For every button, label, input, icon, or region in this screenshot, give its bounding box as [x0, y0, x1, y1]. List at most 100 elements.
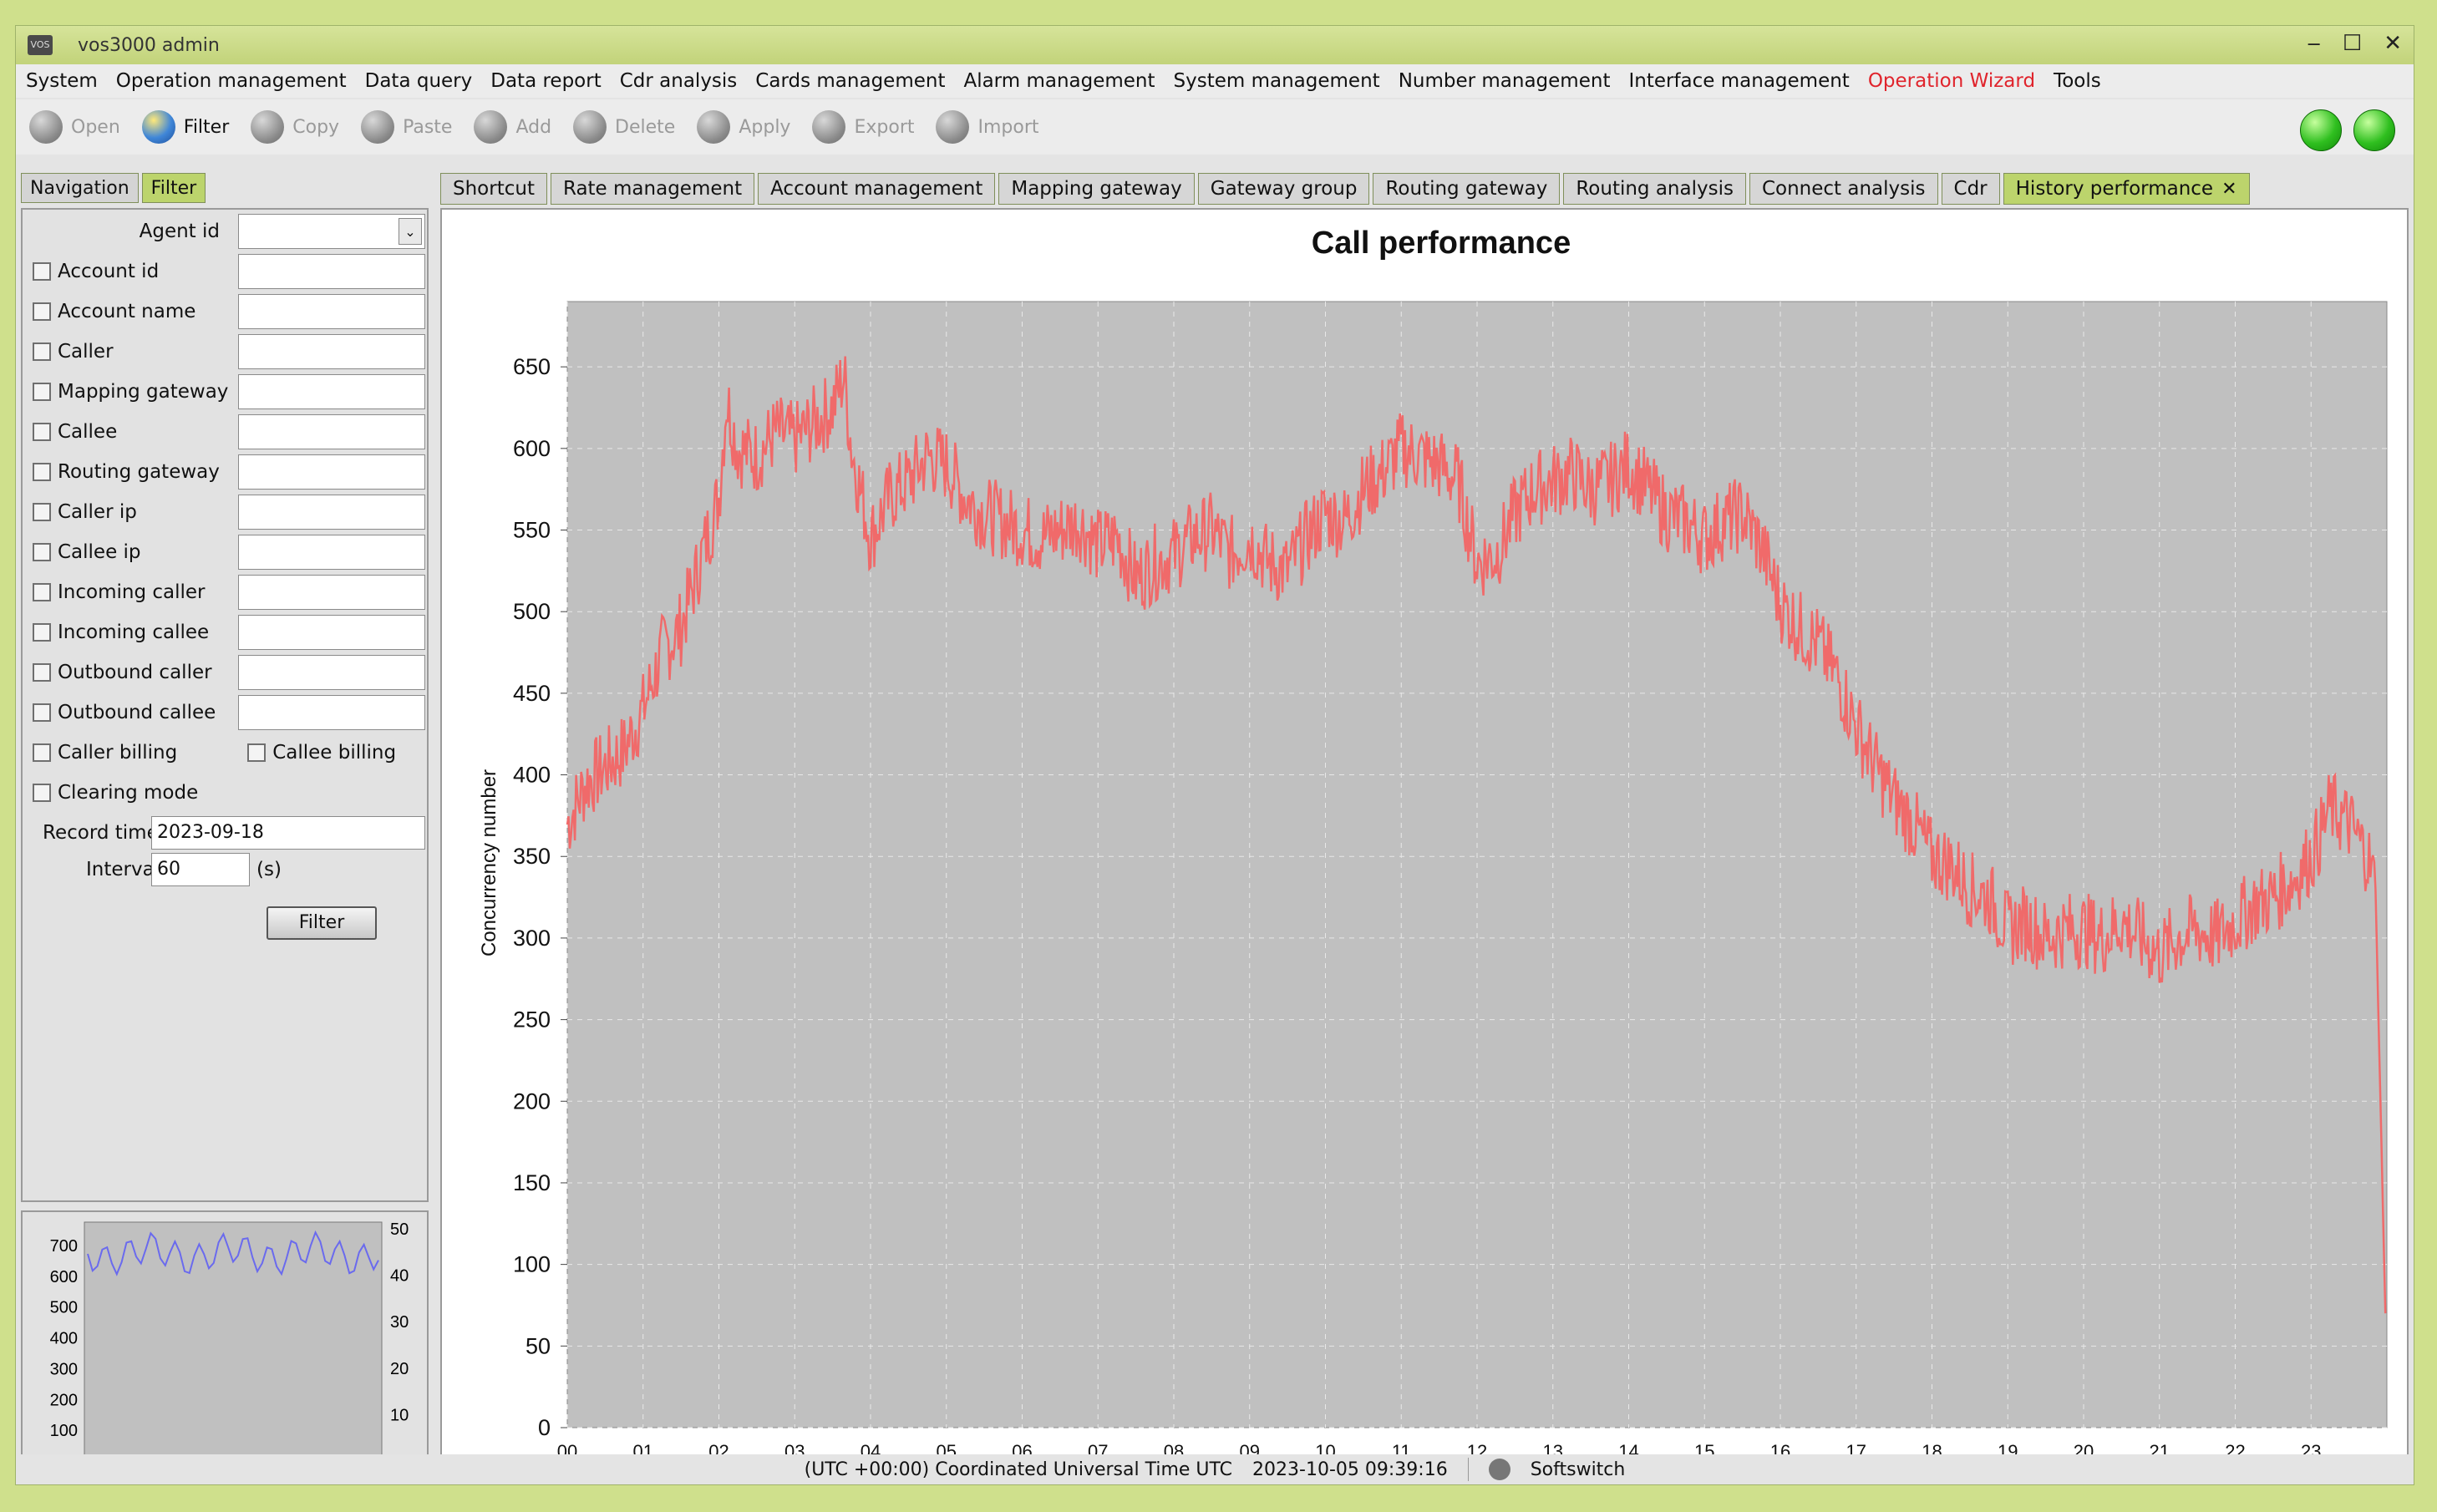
account-id-label: Account id [58, 261, 160, 282]
chart-panel: Call performance Concurrency number 0 50 1… [440, 208, 2409, 1476]
tab-routing-analysis[interactable]: Routing analysis [1563, 173, 1746, 205]
timezone-text: (UTC +00:00) Coordinated Universal Time … [804, 1459, 1233, 1480]
y-tick-label: 600 [513, 436, 551, 461]
menu-cdr-analysis[interactable]: Cdr analysis [619, 70, 738, 92]
callee-ip-label: Callee ip [58, 541, 141, 563]
account-id-input[interactable] [238, 254, 425, 289]
mini-right-tick-label: 30 [390, 1313, 409, 1332]
account-name-input[interactable] [238, 294, 425, 329]
menu-tools[interactable]: Tools [2054, 70, 2101, 92]
caller-input[interactable] [238, 334, 425, 369]
apply-icon [697, 110, 731, 144]
callee-ip-checkbox[interactable] [33, 543, 51, 561]
callee-checkbox[interactable] [33, 423, 51, 441]
minimize-icon[interactable]: ‒ [2307, 31, 2321, 56]
account-id-checkbox[interactable] [33, 262, 51, 281]
menu-number-management[interactable]: Number management [1398, 70, 1611, 92]
tab-navigation[interactable]: Navigation [21, 173, 139, 203]
y-tick-label: 300 [513, 926, 551, 951]
title-bar[interactable]: VOS vos3000 admin ‒ ☐ ✕ [16, 26, 2414, 64]
menu-system[interactable]: System [26, 70, 98, 92]
menu-interface-management[interactable]: Interface management [1628, 70, 1850, 92]
delete-icon [573, 110, 607, 144]
mapping-gateway-input[interactable] [238, 374, 425, 409]
tab-shortcut[interactable]: Shortcut [440, 173, 547, 205]
call-performance-chart: Call performance Concurrency number 0 50 1… [478, 226, 2388, 1462]
y-tick-label: 400 [513, 763, 551, 788]
account-name-checkbox[interactable] [33, 302, 51, 321]
tab-mapping-gateway[interactable]: Mapping gateway [998, 173, 1195, 205]
open-button[interactable]: Open [29, 110, 120, 144]
close-icon[interactable]: ✕ [2384, 31, 2402, 56]
mini-right-tick-label: 50 [390, 1220, 409, 1239]
mapping-gateway-checkbox[interactable] [33, 383, 51, 401]
callee-ip-input[interactable] [238, 535, 425, 570]
caller-label: Caller [58, 341, 114, 363]
callee-input[interactable] [238, 414, 425, 449]
menu-data-query[interactable]: Data query [364, 70, 473, 92]
add-button[interactable]: Add [474, 110, 551, 144]
tab-routing-gateway[interactable]: Routing gateway [1373, 173, 1561, 205]
record-time-label: Record time [43, 822, 159, 844]
outbound-callee-input[interactable] [238, 695, 425, 730]
status-separator [1467, 1458, 1469, 1481]
export-icon [812, 110, 846, 144]
incoming-callee-checkbox[interactable] [33, 623, 51, 642]
import-button[interactable]: Import [936, 110, 1039, 144]
clearing-mode-checkbox[interactable] [33, 784, 51, 802]
maximize-icon[interactable]: ☐ [2342, 31, 2363, 56]
filter-toolbar-button[interactable]: Filter [141, 110, 229, 144]
mini-left-tick-label: 600 [50, 1268, 78, 1286]
tab-gateway-group[interactable]: Gateway group [1197, 173, 1370, 205]
tab-history-performance[interactable]: History performance ✕ [2003, 173, 2250, 205]
apply-label: Apply [739, 116, 791, 138]
export-button[interactable]: Export [812, 110, 914, 144]
copy-button[interactable]: Copy [251, 110, 339, 144]
routing-gateway-checkbox[interactable] [33, 463, 51, 481]
record-time-input[interactable]: 2023-09-18 [151, 816, 425, 850]
y-tick-label: 100 [513, 1252, 551, 1277]
account-name-label: Account name [58, 301, 196, 322]
tab-filter[interactable]: Filter [141, 173, 206, 203]
mini-left-tick-label: 200 [50, 1391, 78, 1409]
menu-alarm-management[interactable]: Alarm management [963, 70, 1155, 92]
mini-left-tick-label: 400 [50, 1330, 78, 1348]
delete-button[interactable]: Delete [573, 110, 675, 144]
tab-rate-management[interactable]: Rate management [550, 173, 755, 205]
chevron-down-icon[interactable]: ⌄ [399, 218, 422, 245]
interval-input[interactable]: 60 [151, 853, 250, 886]
tab-account-management[interactable]: Account management [758, 173, 996, 205]
outbound-caller-checkbox[interactable] [33, 663, 51, 682]
series-line-concurrency [566, 356, 2387, 1314]
mini-right-tick-label: 20 [390, 1360, 409, 1378]
y-tick-label: 150 [513, 1170, 551, 1195]
outbound-callee-checkbox[interactable] [33, 703, 51, 722]
caller-ip-input[interactable] [238, 495, 425, 530]
incoming-callee-label: Incoming callee [58, 622, 210, 643]
incoming-caller-checkbox[interactable] [33, 583, 51, 601]
menu-cards-management[interactable]: Cards management [755, 70, 946, 92]
caller-ip-checkbox[interactable] [33, 503, 51, 521]
menu-system-management[interactable]: System management [1173, 70, 1380, 92]
filter-button[interactable]: Filter [267, 906, 377, 940]
mode-text: Softswitch [1530, 1459, 1626, 1480]
routing-gateway-input[interactable] [238, 454, 425, 490]
tab-cdr[interactable]: Cdr [1941, 173, 2000, 205]
tab-connect-analysis[interactable]: Connect analysis [1749, 173, 1938, 205]
settings-icon[interactable] [1488, 1459, 1510, 1480]
caller-checkbox[interactable] [33, 342, 51, 361]
close-tab-icon[interactable]: ✕ [2221, 178, 2237, 200]
menu-operation-management[interactable]: Operation management [115, 70, 347, 92]
apply-button[interactable]: Apply [697, 110, 790, 144]
incoming-callee-input[interactable] [238, 615, 425, 650]
menu-operation-wizard[interactable]: Operation Wizard [1867, 70, 2036, 92]
callee-billing-checkbox[interactable] [247, 743, 267, 762]
y-tick-label: 200 [513, 1088, 551, 1114]
agent-id-select[interactable]: ⌄ [238, 214, 425, 249]
app-icon: VOS [28, 35, 53, 55]
incoming-caller-input[interactable] [238, 575, 425, 610]
menu-data-report[interactable]: Data report [490, 70, 602, 92]
caller-billing-checkbox[interactable] [33, 743, 51, 762]
outbound-caller-input[interactable] [238, 655, 425, 690]
paste-button[interactable]: Paste [361, 110, 452, 144]
